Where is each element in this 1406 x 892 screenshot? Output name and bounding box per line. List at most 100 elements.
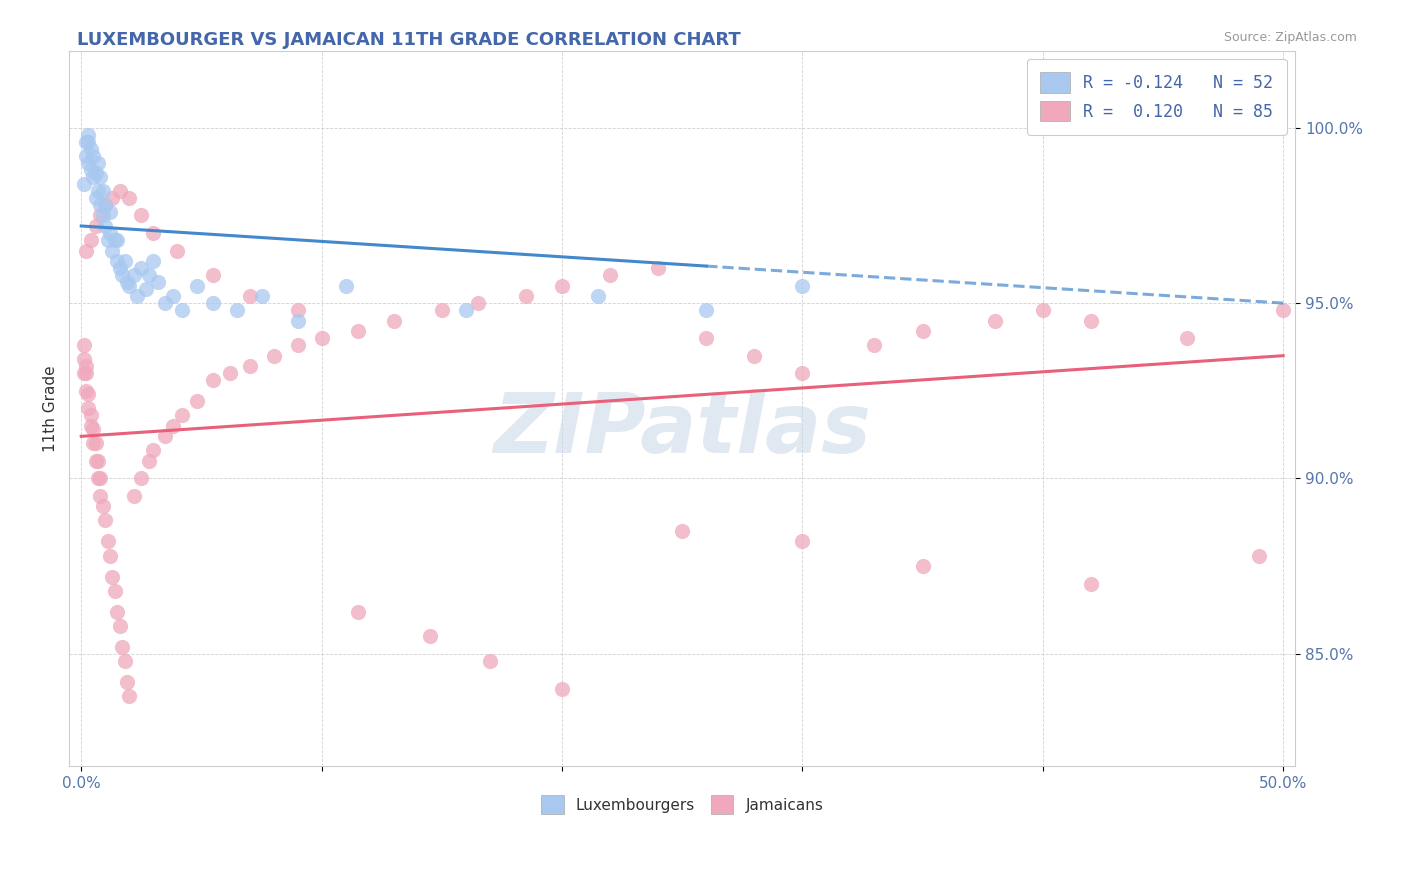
Point — [72, 366, 94, 380]
Point — [287, 303, 309, 318]
Point — [172, 303, 194, 318]
Point — [105, 233, 128, 247]
Point — [1080, 576, 1102, 591]
Point — [346, 324, 368, 338]
Point — [162, 418, 184, 433]
Point — [89, 209, 111, 223]
Point — [172, 409, 194, 423]
Point — [87, 471, 110, 485]
Point — [97, 534, 120, 549]
Point — [166, 244, 188, 258]
Point — [82, 149, 104, 163]
Point — [122, 268, 145, 282]
Point — [101, 191, 124, 205]
Point — [647, 260, 669, 275]
Point — [142, 254, 165, 268]
Point — [467, 296, 489, 310]
Point — [219, 366, 242, 380]
Point — [1272, 303, 1295, 318]
Point — [77, 135, 100, 149]
Point — [115, 674, 138, 689]
Point — [155, 296, 177, 310]
Point — [1080, 313, 1102, 327]
Point — [75, 366, 97, 380]
Point — [162, 289, 184, 303]
Point — [75, 359, 97, 374]
Point — [105, 605, 128, 619]
Point — [80, 409, 103, 423]
Point — [108, 618, 131, 632]
Point — [91, 500, 114, 514]
Point — [226, 303, 249, 318]
Point — [263, 349, 285, 363]
Point — [1249, 549, 1271, 563]
Point — [98, 226, 121, 240]
Point — [80, 418, 103, 433]
Point — [91, 209, 114, 223]
Point — [131, 209, 153, 223]
Point — [97, 233, 120, 247]
Point — [430, 303, 453, 318]
Point — [983, 313, 1005, 327]
Point — [82, 436, 104, 450]
Point — [138, 268, 160, 282]
Point — [98, 205, 121, 219]
Point — [75, 244, 97, 258]
Point — [94, 198, 117, 212]
Point — [382, 313, 405, 327]
Point — [311, 331, 333, 345]
Point — [108, 260, 131, 275]
Point — [1032, 303, 1054, 318]
Point — [101, 569, 124, 583]
Point — [87, 156, 110, 170]
Point — [89, 169, 111, 184]
Point — [792, 366, 814, 380]
Point — [131, 260, 153, 275]
Point — [114, 254, 136, 268]
Point — [89, 471, 111, 485]
Point — [131, 471, 153, 485]
Point — [671, 524, 693, 538]
Point — [84, 166, 107, 180]
Point — [108, 184, 131, 198]
Point — [84, 436, 107, 450]
Point — [101, 244, 124, 258]
Point — [91, 184, 114, 198]
Point — [87, 184, 110, 198]
Point — [335, 278, 357, 293]
Point — [104, 233, 127, 247]
Point — [84, 191, 107, 205]
Point — [695, 331, 717, 345]
Point — [111, 268, 134, 282]
Point — [287, 338, 309, 352]
Point — [77, 401, 100, 416]
Point — [118, 191, 141, 205]
Point — [138, 454, 160, 468]
Point — [250, 289, 273, 303]
Point — [98, 549, 121, 563]
Point — [551, 681, 574, 696]
Point — [419, 629, 441, 643]
Text: ZIPatlas: ZIPatlas — [494, 389, 872, 470]
Point — [202, 296, 225, 310]
Point — [72, 177, 94, 191]
Point — [1175, 331, 1198, 345]
Point — [287, 313, 309, 327]
Point — [84, 454, 107, 468]
Point — [94, 219, 117, 233]
Point — [89, 198, 111, 212]
Point — [911, 324, 934, 338]
Point — [346, 605, 368, 619]
Point — [238, 289, 260, 303]
Point — [792, 534, 814, 549]
Text: LUXEMBOURGER VS JAMAICAN 11TH GRADE CORRELATION CHART: LUXEMBOURGER VS JAMAICAN 11TH GRADE CORR… — [77, 31, 741, 49]
Point — [911, 559, 934, 574]
Point — [84, 219, 107, 233]
Point — [155, 429, 177, 443]
Point — [114, 654, 136, 668]
Point — [105, 254, 128, 268]
Point — [80, 233, 103, 247]
Point — [75, 384, 97, 398]
Point — [551, 278, 574, 293]
Point — [118, 278, 141, 293]
